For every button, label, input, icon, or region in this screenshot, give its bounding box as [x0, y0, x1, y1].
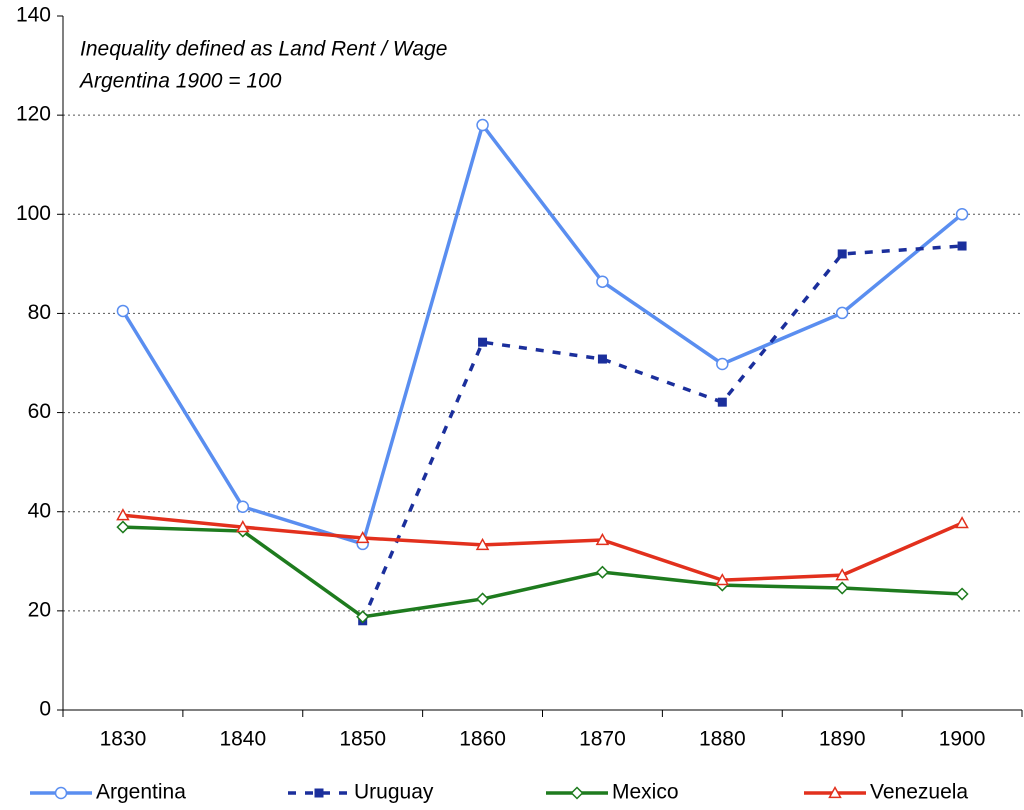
y-tick-label: 120: [16, 103, 51, 126]
marker: [476, 592, 490, 606]
marker: [957, 241, 967, 251]
marker: [595, 565, 609, 579]
marker: [236, 520, 250, 533]
marker: [717, 397, 727, 407]
x-tick-label: 1880: [699, 728, 746, 751]
x-tick-label: 1830: [100, 728, 147, 751]
series-line: [121, 121, 964, 547]
marker: [355, 530, 370, 544]
x-tick-label: 1860: [459, 728, 506, 751]
marker: [715, 573, 730, 586]
marker: [955, 208, 969, 221]
marker: [476, 118, 489, 132]
legend-label: Uruguay: [354, 781, 434, 804]
marker: [596, 275, 609, 288]
marker: [597, 354, 607, 364]
marker: [837, 249, 847, 259]
y-tick-label: 40: [28, 499, 51, 522]
marker: [716, 357, 729, 371]
marker: [835, 306, 849, 320]
y-tick-label: 20: [28, 598, 51, 621]
series-line: [122, 525, 963, 619]
series-line: [122, 513, 963, 582]
x-tick-label: 1850: [339, 728, 386, 751]
marker: [236, 500, 250, 514]
x-tick-label: 1900: [939, 728, 986, 751]
marker: [570, 786, 584, 800]
marker: [116, 520, 130, 534]
marker: [595, 532, 610, 546]
marker: [475, 537, 490, 551]
y-tick-label: 0: [39, 698, 51, 721]
y-tick-label: 100: [16, 202, 51, 225]
y-tick-label: 140: [16, 4, 51, 27]
marker: [835, 568, 849, 581]
legend-label: Venezuela: [870, 781, 968, 804]
legend-label: Mexico: [612, 781, 679, 804]
marker: [54, 786, 68, 800]
y-tick-label: 80: [28, 301, 51, 324]
marker: [478, 337, 488, 347]
marker: [828, 785, 842, 799]
y-tick-label: 60: [28, 400, 51, 423]
marker: [116, 508, 130, 521]
marker: [356, 610, 370, 624]
x-tick-label: 1870: [579, 728, 626, 751]
legend-label: Argentina: [96, 781, 186, 804]
series-line: [361, 244, 963, 622]
marker: [835, 581, 849, 595]
marker: [955, 587, 969, 601]
annotation: Inequality defined as Land Rent / Wage: [80, 38, 447, 61]
x-tick-label: 1890: [819, 728, 866, 751]
marker: [314, 788, 324, 798]
x-tick-label: 1840: [219, 728, 266, 751]
annotation: Argentina 1900 = 100: [78, 70, 282, 93]
marker: [955, 516, 969, 529]
marker: [116, 304, 130, 318]
